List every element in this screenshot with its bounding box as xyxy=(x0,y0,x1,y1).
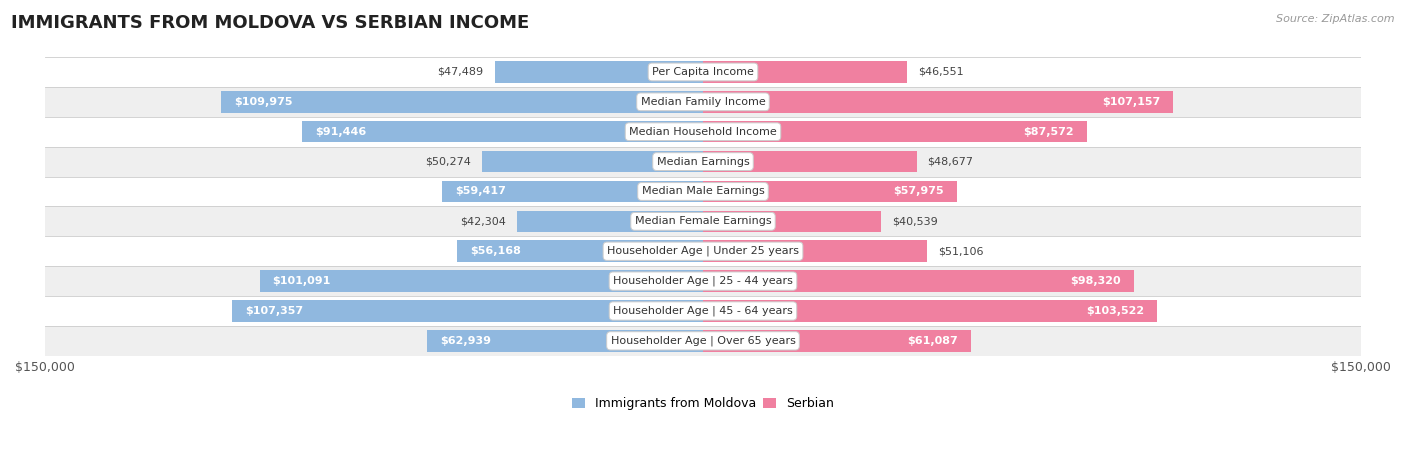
Bar xyxy=(703,270,1135,292)
Text: Median Male Earnings: Median Male Earnings xyxy=(641,186,765,197)
Text: Per Capita Income: Per Capita Income xyxy=(652,67,754,77)
Text: $47,489: $47,489 xyxy=(437,67,484,77)
Bar xyxy=(45,177,1361,206)
Bar xyxy=(495,61,703,83)
Bar xyxy=(45,326,1361,356)
Bar xyxy=(703,61,907,83)
Bar xyxy=(703,181,957,202)
Text: Median Family Income: Median Family Income xyxy=(641,97,765,107)
Bar xyxy=(427,330,703,352)
Text: Householder Age | Under 25 years: Householder Age | Under 25 years xyxy=(607,246,799,256)
Bar xyxy=(260,270,703,292)
Bar xyxy=(703,241,927,262)
Bar xyxy=(443,181,703,202)
Bar xyxy=(45,87,1361,117)
Bar xyxy=(703,211,880,232)
Text: Median Female Earnings: Median Female Earnings xyxy=(634,216,772,226)
Bar xyxy=(482,151,703,172)
Bar xyxy=(221,91,703,113)
Text: Median Earnings: Median Earnings xyxy=(657,156,749,167)
Text: $103,522: $103,522 xyxy=(1085,306,1144,316)
Text: IMMIGRANTS FROM MOLDOVA VS SERBIAN INCOME: IMMIGRANTS FROM MOLDOVA VS SERBIAN INCOM… xyxy=(11,14,530,32)
Text: Householder Age | Over 65 years: Householder Age | Over 65 years xyxy=(610,336,796,346)
Text: $91,446: $91,446 xyxy=(315,127,366,137)
Text: $109,975: $109,975 xyxy=(233,97,292,107)
Bar xyxy=(232,300,703,322)
Bar xyxy=(703,151,917,172)
Text: $59,417: $59,417 xyxy=(456,186,506,197)
Legend: Immigrants from Moldova, Serbian: Immigrants from Moldova, Serbian xyxy=(567,392,839,415)
Text: $107,357: $107,357 xyxy=(245,306,304,316)
Bar xyxy=(703,91,1173,113)
Bar xyxy=(703,300,1157,322)
Bar xyxy=(45,117,1361,147)
Text: $61,087: $61,087 xyxy=(907,336,957,346)
Bar xyxy=(45,266,1361,296)
Text: $48,677: $48,677 xyxy=(928,156,973,167)
Bar xyxy=(517,211,703,232)
Text: $51,106: $51,106 xyxy=(938,246,984,256)
Bar xyxy=(703,330,972,352)
Text: $57,975: $57,975 xyxy=(894,186,945,197)
Text: $98,320: $98,320 xyxy=(1070,276,1121,286)
Bar xyxy=(45,206,1361,236)
Text: $101,091: $101,091 xyxy=(273,276,330,286)
Text: $40,539: $40,539 xyxy=(891,216,938,226)
Bar xyxy=(45,57,1361,87)
Text: $56,168: $56,168 xyxy=(470,246,520,256)
Bar xyxy=(45,147,1361,177)
Text: $46,551: $46,551 xyxy=(918,67,965,77)
Text: Median Household Income: Median Household Income xyxy=(628,127,778,137)
Text: $87,572: $87,572 xyxy=(1024,127,1074,137)
Text: Source: ZipAtlas.com: Source: ZipAtlas.com xyxy=(1277,14,1395,24)
Text: $42,304: $42,304 xyxy=(461,216,506,226)
Text: $62,939: $62,939 xyxy=(440,336,491,346)
Bar xyxy=(703,121,1087,142)
Text: $107,157: $107,157 xyxy=(1102,97,1160,107)
Bar xyxy=(45,236,1361,266)
Bar xyxy=(302,121,703,142)
Bar xyxy=(45,296,1361,326)
Text: $50,274: $50,274 xyxy=(426,156,471,167)
Text: Householder Age | 25 - 44 years: Householder Age | 25 - 44 years xyxy=(613,276,793,286)
Text: Householder Age | 45 - 64 years: Householder Age | 45 - 64 years xyxy=(613,306,793,316)
Bar xyxy=(457,241,703,262)
